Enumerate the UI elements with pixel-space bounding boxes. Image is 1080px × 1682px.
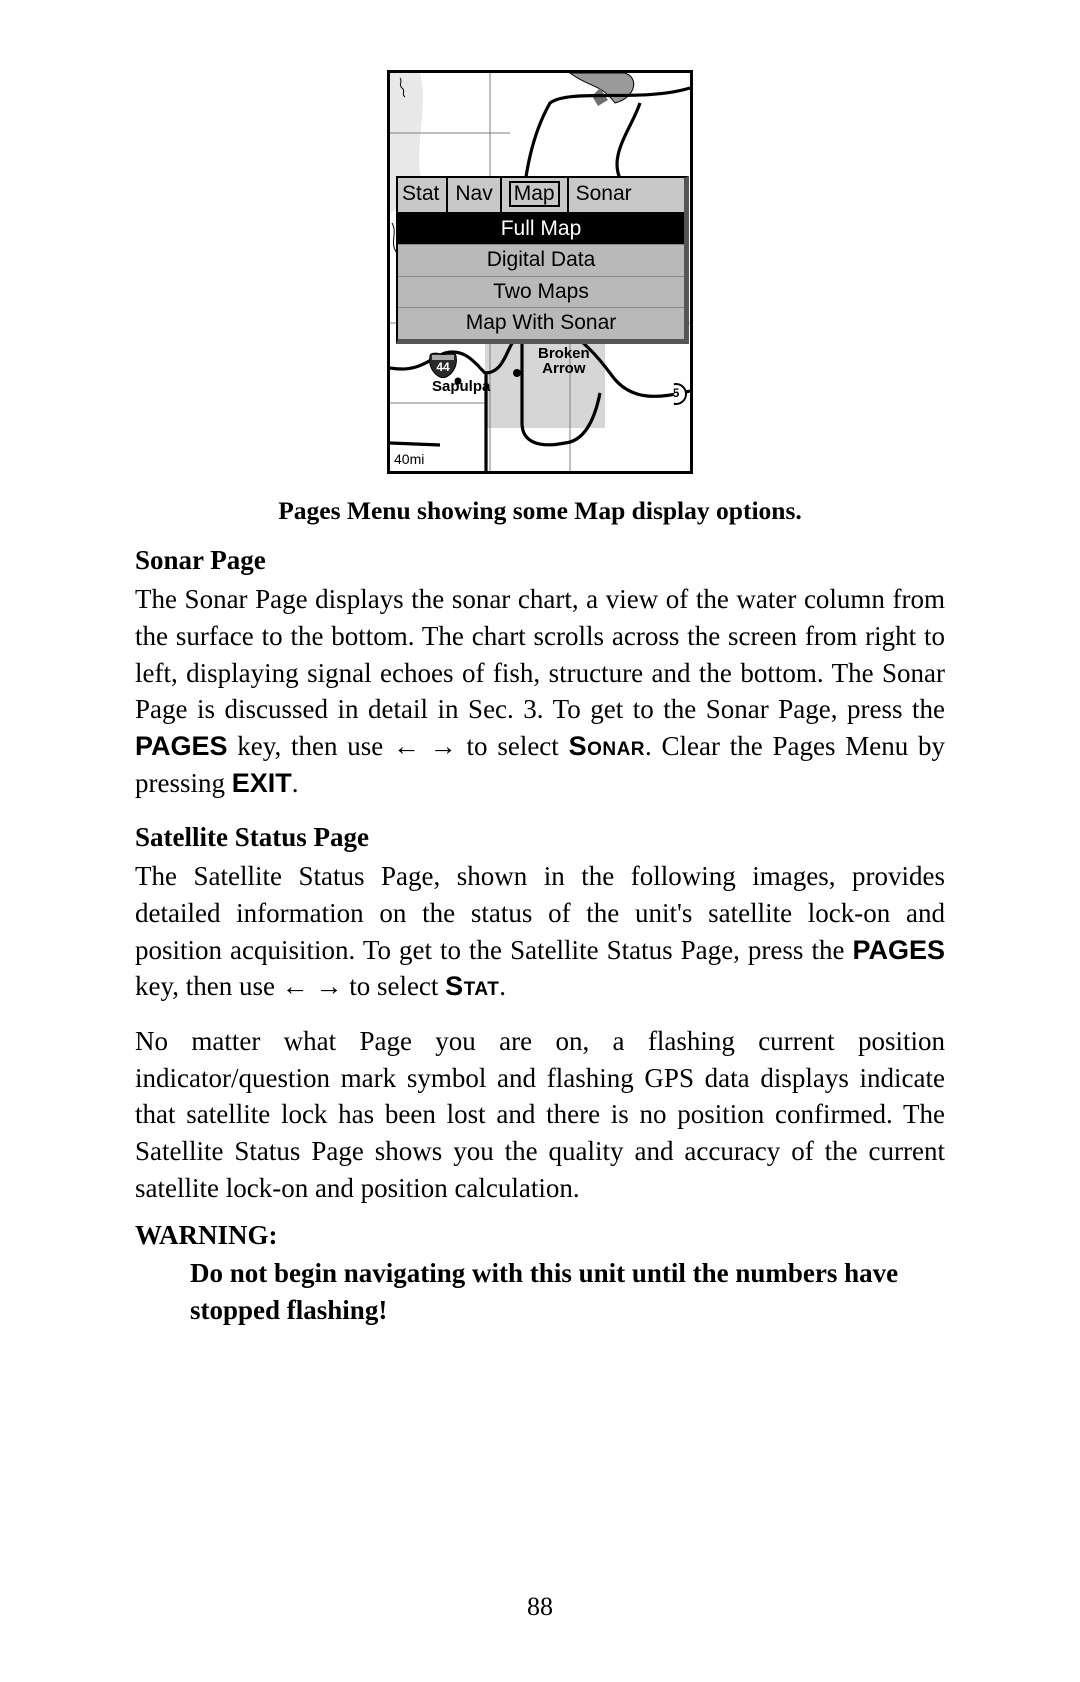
key-exit: EXIT xyxy=(232,768,292,798)
heading-sonar-page: Sonar Page xyxy=(135,542,945,579)
warning-body: Do not begin navigating with this unit u… xyxy=(190,1255,945,1328)
tab-map[interactable]: Map xyxy=(502,178,569,212)
menu-item-full-map[interactable]: Full Map xyxy=(398,214,684,245)
heading-satellite-status: Satellite Status Page xyxy=(135,819,945,856)
tab-stat[interactable]: Stat xyxy=(398,178,448,212)
menu-item-two-maps[interactable]: Two Maps xyxy=(398,276,684,308)
map-label-broken-arrow: Broken Arrow xyxy=(538,346,590,376)
interstate-shield-icon: 44 xyxy=(428,351,458,377)
map-label-sapulpa: Sapulpa xyxy=(432,379,490,394)
figure-caption: Pages Menu showing some Map display opti… xyxy=(135,494,945,529)
para-sonar: The Sonar Page displays the sonar chart,… xyxy=(135,581,945,801)
menu-item-map-with-sonar[interactable]: Map With Sonar xyxy=(398,307,684,339)
key-pages-2: PAGES xyxy=(852,935,945,965)
key-pages: PAGES xyxy=(135,731,228,761)
pages-menu: Stat Nav Map Sonar Full Map Digital Data… xyxy=(396,176,689,344)
warning-block: WARNING: Do not begin navigating with th… xyxy=(135,1217,945,1329)
tab-nav[interactable]: Nav xyxy=(448,178,501,212)
map-scale-label: 40mi xyxy=(394,450,424,469)
tab-row: Stat Nav Map Sonar xyxy=(398,178,684,214)
tab-sonar[interactable]: Sonar xyxy=(569,178,639,212)
page-number: 88 xyxy=(0,1589,1080,1624)
key-stat: Stat xyxy=(445,971,499,1001)
manual-page: 44 Broken Arrow Sapulpa 5 40mi Stat Nav … xyxy=(0,0,1080,1682)
para-satellite-1: The Satellite Status Page, shown in the … xyxy=(135,858,945,1005)
device-screenshot: 44 Broken Arrow Sapulpa 5 40mi Stat Nav … xyxy=(387,70,693,474)
svg-text:44: 44 xyxy=(436,360,450,374)
key-sonar: Sonar xyxy=(569,731,645,761)
warning-title: WARNING: xyxy=(135,1217,945,1254)
figure-wrap: 44 Broken Arrow Sapulpa 5 40mi Stat Nav … xyxy=(135,70,945,484)
menu-item-digital-data[interactable]: Digital Data xyxy=(398,244,684,276)
para-satellite-2: No matter what Page you are on, a flashi… xyxy=(135,1023,945,1207)
